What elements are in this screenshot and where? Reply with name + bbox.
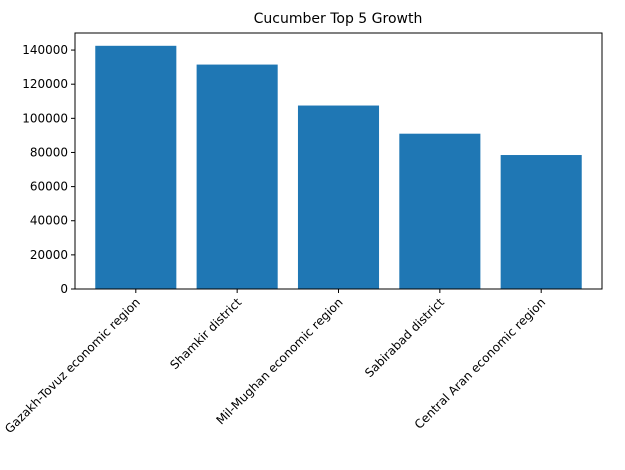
x-tick-label: Sabirabad district (362, 295, 447, 380)
bar (399, 133, 481, 289)
x-axis: Gazakh-Tovuz economic region Shamkir dist… (2, 289, 548, 436)
y-tick-label: 60000 (30, 180, 68, 194)
bar (196, 64, 278, 289)
bars-group (95, 45, 582, 290)
x-tick-label: Gazakh-Tovuz economic region (2, 295, 143, 436)
y-tick-label: 100000 (22, 111, 68, 125)
bar (95, 45, 177, 289)
plot-frame (74, 32, 603, 290)
chart-title: Cucumber Top 5 Growth (254, 11, 423, 27)
y-axis: 0 20000 40000 60000 80000 100000 120000 140000 (22, 43, 75, 296)
y-tick-label: 40000 (30, 214, 68, 228)
y-tick-label: 80000 (30, 145, 68, 159)
y-tick-label: 20000 (30, 248, 68, 262)
x-tick-label: Shamkir district (167, 295, 244, 372)
y-tick-label: 120000 (22, 77, 68, 91)
y-tick-label: 0 (60, 282, 68, 296)
bar (500, 155, 582, 289)
y-tick-label: 140000 (22, 43, 68, 57)
bar (297, 105, 380, 290)
